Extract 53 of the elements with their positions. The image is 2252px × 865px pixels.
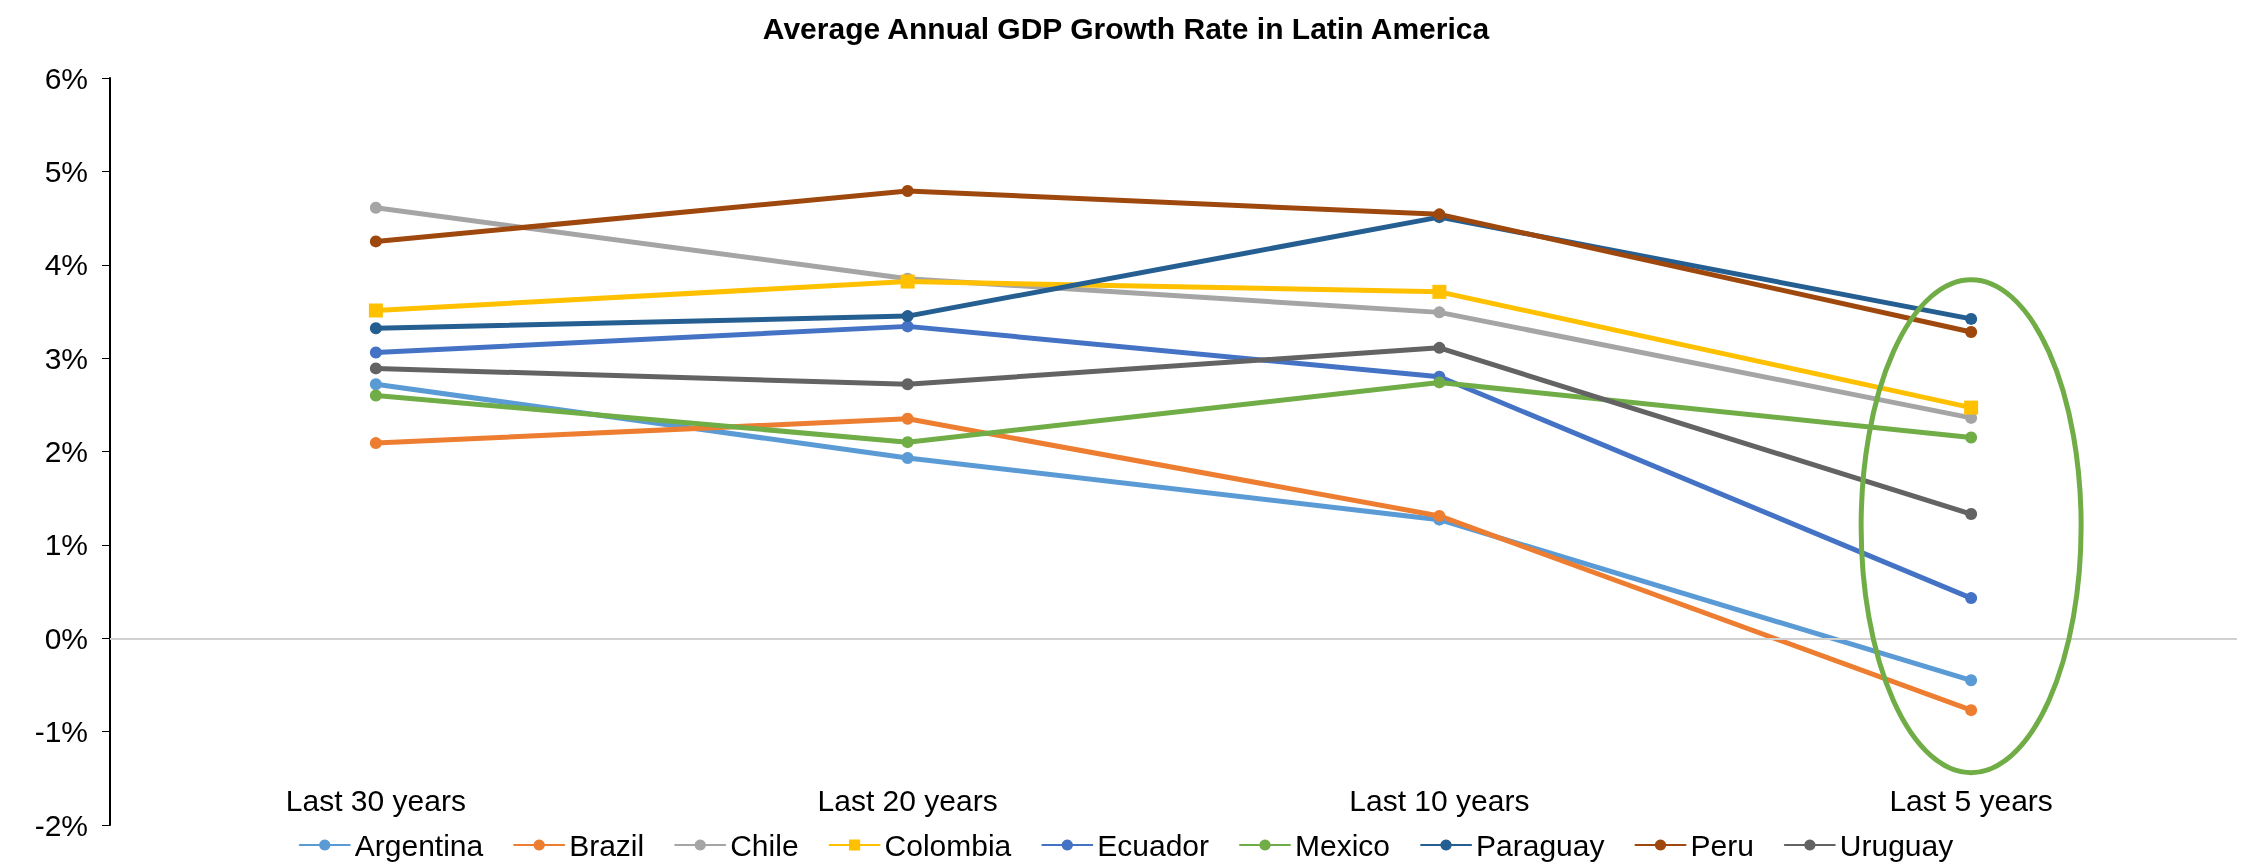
point	[1965, 592, 1978, 605]
legend-label: Ecuador	[1097, 828, 1210, 862]
point	[901, 320, 914, 333]
point	[1433, 341, 1446, 354]
point	[1965, 431, 1978, 444]
point	[368, 303, 383, 318]
point	[369, 378, 382, 391]
point	[901, 412, 914, 425]
point	[900, 274, 915, 289]
x-tick-label: Last 5 years	[1889, 783, 2053, 817]
y-tick-label: 0%	[44, 621, 88, 655]
point	[369, 362, 382, 375]
point	[369, 346, 382, 359]
point	[1964, 400, 1979, 415]
point	[369, 437, 382, 450]
point	[1965, 325, 1978, 338]
point	[369, 235, 382, 248]
point	[1433, 306, 1446, 319]
y-tick-label: 3%	[44, 341, 88, 375]
point	[901, 436, 914, 449]
legend-label: Chile	[730, 828, 799, 862]
point	[1965, 508, 1978, 521]
legend-label: Peru	[1690, 828, 1754, 862]
y-tick-label: 2%	[44, 435, 88, 468]
point	[369, 201, 382, 214]
point	[1965, 312, 1978, 325]
y-tick-label: 4%	[44, 248, 88, 282]
point	[1432, 284, 1447, 299]
y-tick-label: 1%	[44, 528, 88, 562]
legend-label: Brazil	[569, 828, 645, 862]
point	[1433, 509, 1446, 522]
legend-label: Paraguay	[1476, 828, 1605, 862]
x-tick-label: Last 20 years	[817, 783, 998, 817]
legend-label: Mexico	[1295, 828, 1391, 862]
y-tick-label: 6%	[44, 61, 88, 95]
chart-title: Average Annual GDP Growth Rate in Latin America	[762, 11, 1490, 45]
y-tick-label: 5%	[44, 154, 88, 188]
point	[1433, 376, 1446, 389]
x-tick-label: Last 30 years	[285, 783, 466, 817]
point	[369, 322, 382, 335]
y-tick-label: -2%	[34, 808, 88, 842]
legend-label: Uruguay	[1839, 828, 1954, 862]
point	[901, 310, 914, 323]
point	[901, 378, 914, 391]
point	[1965, 674, 1978, 687]
point	[1965, 704, 1978, 717]
legend-label: Colombia	[884, 828, 1012, 862]
y-tick-label: -1%	[34, 715, 88, 749]
point	[369, 389, 382, 402]
point	[901, 184, 914, 197]
x-tick-label: Last 10 years	[1349, 783, 1530, 817]
point	[901, 452, 914, 465]
legend-label: Argentina	[354, 828, 484, 862]
